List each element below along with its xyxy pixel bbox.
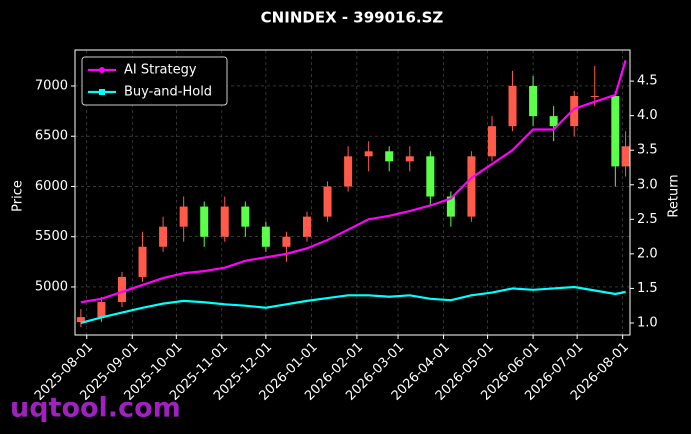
legend-marker (99, 67, 105, 73)
candle-body (467, 156, 476, 217)
candle-body (446, 196, 455, 217)
y-axis-label: Price (11, 180, 26, 212)
candle-body (590, 96, 599, 98)
candle-body (364, 151, 373, 157)
legend-frame (81, 56, 228, 106)
candle-body (261, 226, 270, 247)
candle-body (117, 276, 126, 303)
y-tick-label: 5500 (35, 229, 68, 244)
candle-body (241, 206, 250, 227)
y2-tick-label: 4.0 (637, 108, 658, 123)
plot-frame (74, 49, 631, 336)
candle-body (179, 206, 188, 227)
candle-body (621, 146, 630, 167)
y2-tick-label: 3.0 (637, 177, 658, 192)
y-tick-label: 6500 (35, 129, 68, 144)
y2-tick-label: 2.5 (637, 212, 658, 227)
y2-tick-label: 2.0 (637, 246, 658, 261)
y-tick-label: 6000 (35, 179, 68, 194)
candle-body (549, 116, 558, 127)
y-tick-label: 5000 (35, 279, 68, 294)
candle-body (323, 186, 332, 217)
candle-body (385, 151, 394, 162)
candle-body (344, 156, 353, 187)
candle-body (508, 85, 517, 127)
y2-tick-label: 4.5 (637, 74, 658, 89)
line-series (80, 60, 627, 304)
candle-body (611, 96, 620, 167)
candle-body (76, 317, 85, 323)
candle-body (97, 302, 106, 318)
candle-body (302, 216, 311, 237)
legend-label: Buy-and-Hold (124, 85, 212, 100)
watermark: uqtool.com (10, 393, 181, 424)
chart-title: CNINDEX - 399016.SZ (261, 9, 444, 27)
candle-body (529, 85, 538, 117)
legend: AI Strategy Buy-and-Hold (81, 56, 228, 106)
y2-tick-label: 1.5 (637, 281, 658, 296)
y2-axis-label: Return (667, 174, 682, 217)
candle-body (159, 226, 168, 247)
candle-body (405, 156, 414, 162)
legend-label: AI Strategy (124, 63, 197, 78)
candle-body (487, 126, 496, 157)
candle-body (570, 96, 579, 127)
candle-body (282, 236, 291, 247)
y2-tick-label: 1.0 (637, 315, 658, 330)
y2-tick-label: 3.5 (637, 143, 658, 158)
candle-body (220, 206, 229, 237)
candle-body (200, 206, 209, 237)
legend-marker (99, 89, 105, 95)
y-tick-label: 7000 (35, 78, 68, 93)
candle-body (138, 246, 147, 277)
line-series (80, 285, 626, 325)
candle-body (426, 156, 435, 197)
